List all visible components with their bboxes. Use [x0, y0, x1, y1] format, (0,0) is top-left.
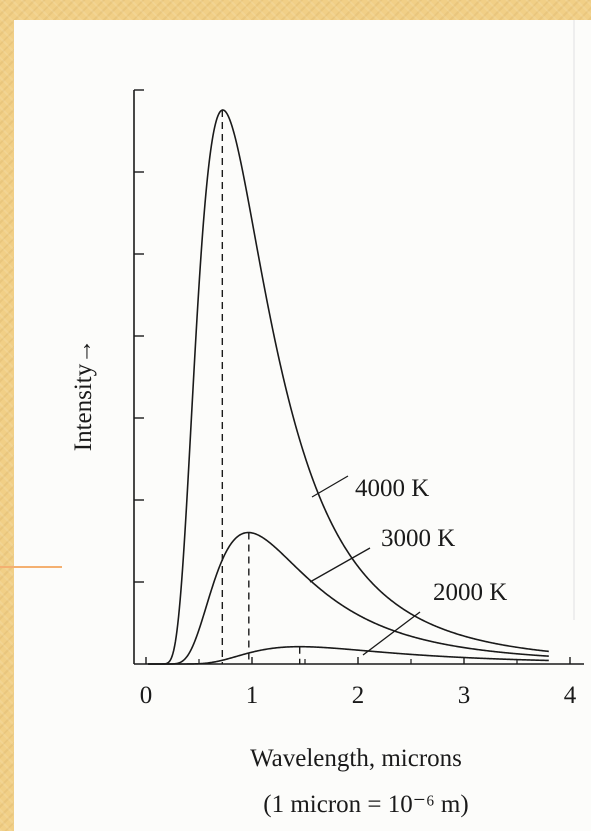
series-labels: 4000 K 3000 K 2000 K — [309, 475, 507, 656]
curve-4000k — [148, 109, 549, 665]
series-label-4000k: 4000 K — [355, 475, 429, 502]
series-label-3000k: 3000 K — [381, 525, 455, 552]
chart-curves — [148, 109, 549, 665]
slide-accent-line — [0, 566, 62, 568]
series-label-2000k: 2000 K — [433, 579, 507, 606]
x-tick-label: 0 — [140, 682, 153, 709]
x-tick-label: 4 — [564, 682, 577, 709]
page-edge-shadow — [573, 20, 575, 620]
y-axis-label: Intensity→ — [70, 339, 97, 452]
label-leader-3000k — [309, 547, 371, 583]
x-axis-unit-note: (1 micron = 10⁻⁶ m) — [263, 791, 468, 818]
label-leader-2000k — [362, 611, 421, 656]
paper-background — [14, 20, 591, 831]
x-tick-label: 3 — [458, 682, 471, 709]
x-axis-label: Wavelength, microns — [250, 745, 462, 772]
curve-2000k — [148, 645, 549, 665]
x-tick-label: 2 — [352, 682, 365, 709]
curve-3000k — [148, 531, 549, 665]
chart-axes: 0 1 2 3 4 — [133, 89, 584, 709]
x-tick-label: 1 — [246, 682, 259, 709]
peak-markers — [221, 110, 301, 664]
label-leader-4000k — [311, 475, 349, 498]
